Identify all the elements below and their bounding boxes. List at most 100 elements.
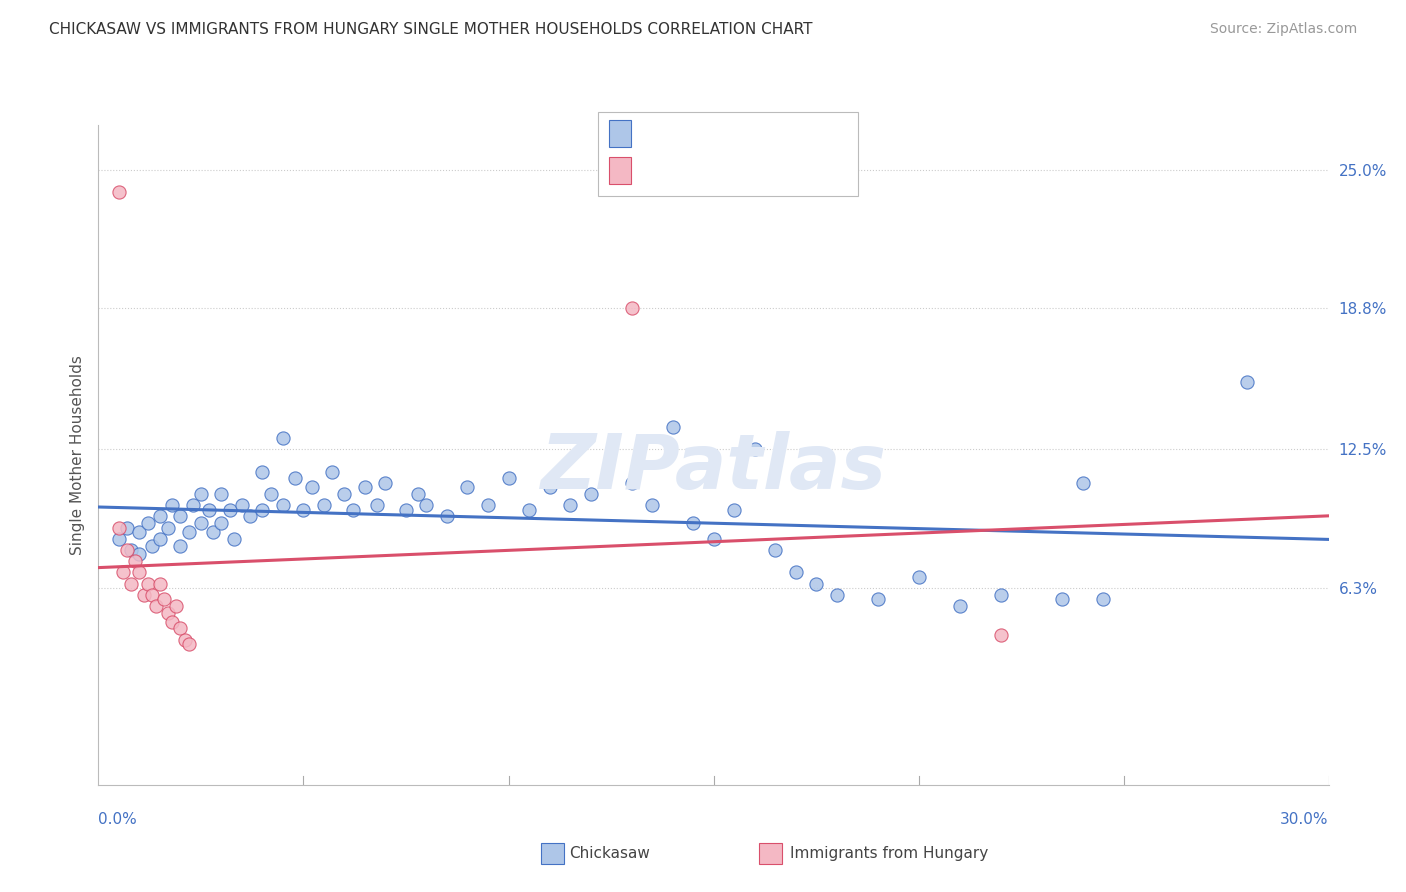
Point xyxy=(190,516,212,531)
Point xyxy=(202,525,225,540)
Point xyxy=(271,498,294,512)
Point xyxy=(157,606,180,620)
Point xyxy=(408,487,430,501)
Text: CHICKASAW VS IMMIGRANTS FROM HUNGARY SINGLE MOTHER HOUSEHOLDS CORRELATION CHART: CHICKASAW VS IMMIGRANTS FROM HUNGARY SIN… xyxy=(49,22,813,37)
Point xyxy=(157,521,180,535)
Point xyxy=(744,442,766,457)
Point xyxy=(723,502,745,516)
Point xyxy=(804,576,827,591)
Text: Chickasaw: Chickasaw xyxy=(569,847,651,861)
Point xyxy=(149,576,172,591)
Point xyxy=(641,498,664,512)
Point xyxy=(292,502,315,516)
Point xyxy=(763,543,786,558)
Point xyxy=(173,632,195,647)
Point xyxy=(558,498,581,512)
Point xyxy=(198,502,221,516)
Point xyxy=(366,498,388,512)
Point xyxy=(579,487,602,501)
Text: R =  0.123   N = 70: R = 0.123 N = 70 xyxy=(643,127,792,141)
Point xyxy=(169,509,191,524)
Point xyxy=(177,637,200,651)
Text: ZIPatlas: ZIPatlas xyxy=(540,431,887,505)
Point xyxy=(990,588,1012,602)
Text: R =  0.582   N =  21: R = 0.582 N = 21 xyxy=(643,163,797,178)
Point xyxy=(115,543,138,558)
Point xyxy=(517,502,540,516)
Point xyxy=(190,487,212,501)
Point xyxy=(342,502,364,516)
Point xyxy=(239,509,262,524)
Point xyxy=(136,576,159,591)
Point xyxy=(457,480,479,494)
Point xyxy=(1050,592,1073,607)
Point xyxy=(436,509,458,524)
Point xyxy=(312,498,335,512)
Point xyxy=(169,621,191,635)
Point xyxy=(218,502,240,516)
Point xyxy=(120,543,142,558)
Point xyxy=(141,539,163,553)
Point xyxy=(301,480,323,494)
Point xyxy=(271,431,294,445)
Point xyxy=(620,301,643,316)
Point xyxy=(145,599,167,613)
Text: Immigrants from Hungary: Immigrants from Hungary xyxy=(790,847,988,861)
Point xyxy=(333,487,356,501)
Point xyxy=(132,588,155,602)
Point xyxy=(128,525,150,540)
Point xyxy=(415,498,437,512)
Point xyxy=(661,420,683,434)
Point xyxy=(211,516,233,531)
Point xyxy=(222,532,245,546)
Point xyxy=(260,487,283,501)
Point xyxy=(211,487,233,501)
Point xyxy=(112,566,135,580)
Point xyxy=(162,615,183,629)
Point xyxy=(149,532,172,546)
Point xyxy=(1236,375,1258,389)
Y-axis label: Single Mother Households: Single Mother Households xyxy=(69,355,84,555)
Point xyxy=(785,566,807,580)
Text: Source: ZipAtlas.com: Source: ZipAtlas.com xyxy=(1209,22,1357,37)
Point xyxy=(153,592,176,607)
Point xyxy=(866,592,889,607)
Point xyxy=(128,566,150,580)
Point xyxy=(162,498,183,512)
Point xyxy=(177,525,200,540)
Text: 0.0%: 0.0% xyxy=(98,812,138,827)
Point xyxy=(141,588,163,602)
Point xyxy=(538,480,561,494)
Point xyxy=(128,548,150,562)
Point xyxy=(703,532,725,546)
Point xyxy=(124,554,146,568)
Point xyxy=(149,509,172,524)
Point xyxy=(120,576,142,591)
Point xyxy=(321,465,343,479)
Point xyxy=(231,498,253,512)
Point xyxy=(1092,592,1115,607)
Point xyxy=(620,475,643,490)
Point xyxy=(108,521,131,535)
Point xyxy=(115,521,138,535)
Point xyxy=(477,498,499,512)
Point xyxy=(907,570,929,584)
Point xyxy=(395,502,418,516)
Point xyxy=(682,516,704,531)
Point xyxy=(354,480,377,494)
Point xyxy=(136,516,159,531)
Point xyxy=(108,532,131,546)
Point xyxy=(949,599,972,613)
Point xyxy=(498,471,520,485)
Point xyxy=(284,471,307,485)
Point xyxy=(108,185,131,199)
Point xyxy=(1071,475,1094,490)
Point xyxy=(374,475,396,490)
Point xyxy=(181,498,204,512)
Point xyxy=(252,502,274,516)
Text: 30.0%: 30.0% xyxy=(1281,812,1329,827)
Point xyxy=(990,628,1012,642)
Point xyxy=(825,588,848,602)
Point xyxy=(165,599,187,613)
Point xyxy=(252,465,274,479)
